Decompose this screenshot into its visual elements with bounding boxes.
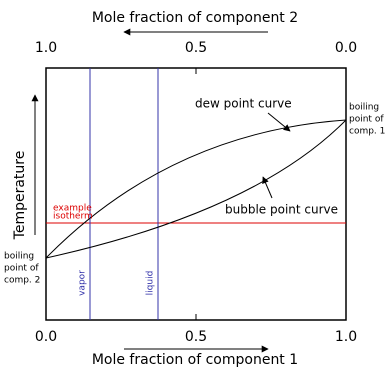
dew-label: dew point curve [195,97,292,111]
top-tick-label: 1.0 [35,40,57,56]
boiling-2-label: comp. 2 [4,276,40,286]
vapor-label: vapor [78,270,88,296]
top-tick-label: 0.5 [185,40,207,56]
liquid-label: liquid [146,271,156,296]
top-axis-title: Mole fraction of component 2 [92,10,298,26]
boiling-2-label: point of [4,264,39,274]
bubble-arrow [262,176,273,199]
bottom-tick-label: 0.5 [185,329,207,345]
left-axis-title: Temperature [12,151,28,241]
boiling-1-label: boiling [349,103,379,113]
boiling-1-label: point of [349,115,384,125]
bubble-curve [45,119,347,259]
dew-curve [45,119,347,259]
isotherm-label: example [53,204,92,214]
bottom-tick-label: 1.0 [335,329,357,345]
dew-arrow [267,112,291,132]
boiling-1-label: comp. 1 [349,127,385,137]
isotherm-label: isotherm [53,212,93,222]
boiling-2-label: boiling [4,252,34,262]
top-tick-label: 0.0 [335,40,357,56]
bottom-axis-title: Mole fraction of component 1 [92,352,298,368]
bottom-tick-label: 0.0 [35,329,57,345]
bubble-label: bubble point curve [225,203,338,217]
